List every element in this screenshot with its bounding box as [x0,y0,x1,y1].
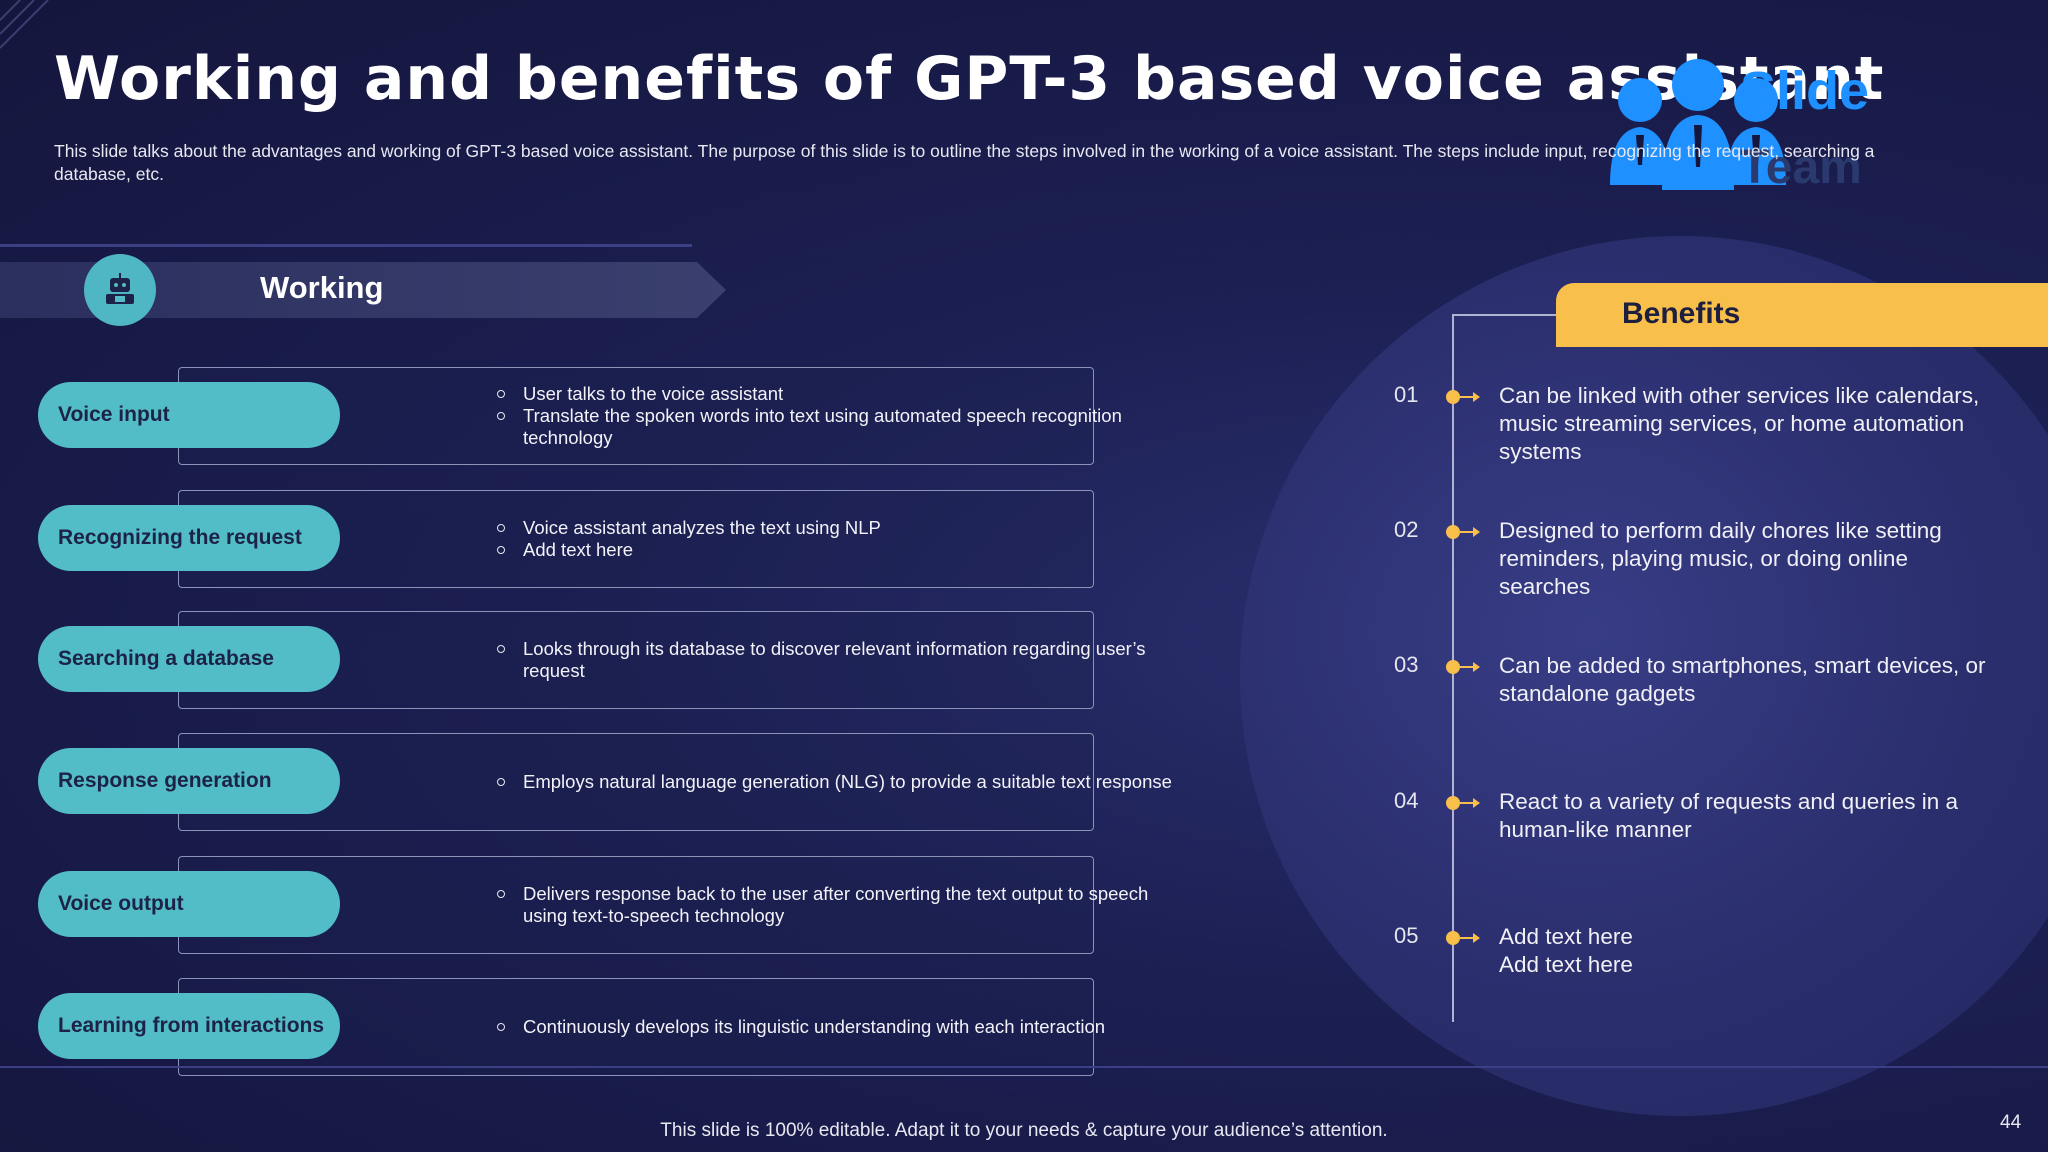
step-bullet: User talks to the voice assistant [495,383,1195,405]
benefits-tab [1556,283,2048,347]
step-label: Searching a database [38,626,340,692]
step-bullet: Voice assistant analyzes the text using … [495,517,1195,539]
working-step: Delivers response back to the user after… [38,856,1148,954]
page-subtitle: This slide talks about the advantages an… [54,141,1875,184]
page-title: Working and benefits of GPT-3 based voic… [54,44,1885,114]
benefit-number: 02 [1394,517,1419,542]
step-bullet-list: Employs natural language generation (NLG… [495,771,1195,793]
working-heading: Working [260,270,384,305]
step-bullet-list: Voice assistant analyzes the text using … [495,517,1195,561]
header-divider [0,244,692,247]
step-label: Voice output [38,871,340,937]
step-label: Voice input [38,382,340,448]
step-label: Learning from interactions [38,993,340,1059]
working-step: User talks to the voice assistant Transla… [38,367,1122,465]
benefit-number: 04 [1394,788,1419,813]
step-bullet: Delivers response back to the user after… [495,883,1195,927]
arrow-right-icon [1460,662,1480,672]
logo-team-text: Team [1740,141,1862,194]
page-number: 44 [2000,1112,2022,1133]
benefit-text: Can be linked with other services like c… [1499,383,1980,464]
benefit-text: Add text here Add text here [1499,924,1633,977]
benefits-background-circle [1240,236,2048,1116]
step-bullet-list: User talks to the voice assistant Transla… [495,383,1195,449]
step-bullet: Employs natural language generation (NLG… [495,771,1195,793]
footer-text: This slide is 100% editable. Adapt it to… [660,1120,1388,1141]
benefit-number: 03 [1394,652,1419,677]
arrow-right-icon [1460,933,1480,943]
working-step: Voice assistant analyzes the text using … [38,490,1094,588]
benefit-text: Designed to perform daily chores like se… [1499,518,1942,599]
team-logo-icon [1610,59,1786,190]
benefit-number: 05 [1394,923,1419,948]
step-bullet-list: Delivers response back to the user after… [495,883,1195,927]
footer-divider [0,1066,2048,1068]
arrow-right-icon [1460,392,1480,402]
working-step: Continuously develops its linguistic und… [38,978,1105,1076]
logo-wordmark: Slide [1740,61,1870,121]
timeline-connector [1452,314,1558,316]
benefit-number: 01 [1394,382,1419,407]
step-bullet: Translate the spoken words into text usi… [495,405,1195,449]
benefit-text: Can be added to smartphones, smart devic… [1499,653,1986,706]
step-bullet: Add text here [495,539,1195,561]
benefits-heading: Benefits [1622,297,1741,330]
step-label: Recognizing the request [38,505,340,571]
bullet-dot-icon [1446,660,1460,674]
robot-icon [84,254,156,326]
step-bullet: Continuously develops its linguistic und… [495,1016,1195,1038]
step-bullet: Looks through its database to discover r… [495,638,1195,682]
bullet-dot-icon [1446,390,1460,404]
arrow-right-icon [1460,798,1480,808]
benefit-text: React to a variety of requests and queri… [1499,789,1959,842]
bullet-dot-icon [1446,525,1460,539]
bullet-dot-icon [1446,931,1460,945]
working-step: Looks through its database to discover r… [38,611,1146,709]
step-label: Response generation [38,748,340,814]
step-bullet-list: Continuously develops its linguistic und… [495,1016,1195,1038]
arrow-right-icon [1460,527,1480,537]
corner-decoration [0,0,49,49]
step-bullet-list: Looks through its database to discover r… [495,638,1195,682]
bullet-dot-icon [1446,796,1460,810]
working-step: Employs natural language generation (NLG… [38,733,1172,831]
